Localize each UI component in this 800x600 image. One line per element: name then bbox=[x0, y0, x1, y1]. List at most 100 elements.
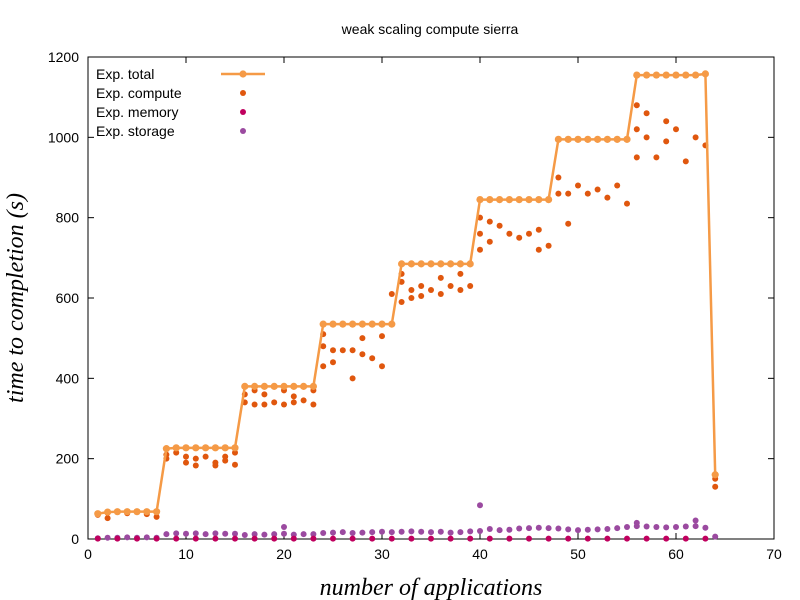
data-point bbox=[467, 528, 474, 535]
data-point bbox=[388, 535, 395, 542]
total-point bbox=[574, 135, 582, 143]
data-point bbox=[643, 523, 650, 530]
total-point bbox=[545, 195, 553, 204]
data-point bbox=[281, 401, 287, 408]
total-point bbox=[525, 195, 533, 204]
total-point bbox=[456, 260, 464, 268]
data-point bbox=[369, 355, 376, 362]
data-point bbox=[330, 347, 336, 354]
data-point bbox=[506, 526, 513, 533]
total-point bbox=[711, 471, 719, 479]
data-point bbox=[575, 182, 581, 189]
total-point bbox=[554, 135, 563, 143]
total-point bbox=[270, 382, 278, 390]
data-point bbox=[104, 534, 111, 541]
data-point bbox=[535, 524, 542, 531]
data-point bbox=[663, 524, 670, 531]
total-point bbox=[358, 320, 366, 328]
data-point bbox=[251, 535, 258, 542]
data-point bbox=[526, 535, 532, 542]
data-point bbox=[261, 401, 268, 408]
data-point bbox=[702, 524, 709, 531]
total-point bbox=[339, 320, 347, 328]
x-tick-label: 0 bbox=[84, 546, 92, 562]
data-point bbox=[408, 528, 415, 535]
total-point bbox=[192, 444, 200, 452]
data-point bbox=[486, 218, 493, 225]
data-point bbox=[633, 126, 640, 133]
data-point bbox=[143, 534, 150, 541]
data-point bbox=[349, 529, 356, 536]
series-3 bbox=[94, 502, 719, 542]
data-point bbox=[232, 461, 238, 468]
total-point bbox=[535, 195, 543, 204]
data-point bbox=[437, 274, 444, 281]
data-point bbox=[183, 530, 189, 537]
series-2 bbox=[94, 535, 709, 542]
data-point bbox=[271, 399, 278, 406]
data-point bbox=[104, 515, 111, 522]
data-point bbox=[379, 333, 385, 340]
data-point bbox=[398, 299, 405, 306]
axis-ticks: 0 10 20 30 40 50 60 70 0 200 400 600 800 1000 1200 bbox=[48, 49, 782, 562]
total-point bbox=[300, 382, 308, 390]
total-point bbox=[349, 320, 357, 328]
data-point bbox=[398, 528, 405, 535]
data-point bbox=[192, 535, 199, 542]
total-point bbox=[133, 508, 141, 516]
plot-border bbox=[87, 56, 775, 540]
total-point bbox=[594, 135, 602, 143]
x-tick-label: 30 bbox=[374, 546, 390, 562]
data-point bbox=[192, 455, 199, 462]
total-point bbox=[231, 444, 239, 452]
data-point bbox=[232, 535, 238, 542]
data-point bbox=[418, 528, 425, 535]
data-point bbox=[408, 295, 415, 301]
data-point bbox=[359, 351, 366, 358]
data-point bbox=[232, 449, 238, 456]
data-point bbox=[408, 535, 415, 542]
total-point bbox=[162, 445, 170, 453]
data-point bbox=[663, 118, 670, 125]
data-point bbox=[261, 391, 268, 398]
y-tick-label: 200 bbox=[56, 451, 80, 467]
data-point bbox=[516, 234, 523, 241]
data-point bbox=[633, 154, 640, 161]
total-point bbox=[486, 195, 494, 204]
data-point bbox=[202, 453, 209, 460]
total-point bbox=[623, 135, 631, 143]
total-point bbox=[672, 71, 680, 79]
total-point bbox=[692, 71, 700, 79]
data-point bbox=[447, 529, 454, 536]
data-point bbox=[320, 529, 327, 536]
data-point bbox=[457, 529, 464, 536]
data-point bbox=[624, 523, 630, 530]
x-tick-label: 40 bbox=[472, 546, 488, 562]
data-point bbox=[584, 535, 591, 542]
y-tick-label: 1000 bbox=[48, 129, 79, 145]
total-point bbox=[241, 382, 249, 390]
chart-title: weak scaling compute sierra bbox=[341, 21, 519, 37]
data-point bbox=[183, 453, 189, 460]
total-point bbox=[290, 382, 298, 390]
data-point bbox=[457, 270, 464, 277]
total-point bbox=[701, 70, 710, 78]
total-point bbox=[280, 382, 288, 390]
data-point bbox=[94, 535, 101, 542]
data-point bbox=[584, 190, 591, 197]
plot-area bbox=[87, 56, 775, 540]
total-point bbox=[329, 320, 337, 328]
data-point bbox=[624, 200, 630, 207]
data-point bbox=[330, 529, 336, 536]
total-point bbox=[123, 508, 131, 516]
data-point bbox=[506, 535, 513, 542]
data-point bbox=[437, 290, 444, 297]
total-point bbox=[496, 195, 504, 204]
data-point bbox=[192, 462, 199, 469]
data-point bbox=[183, 459, 189, 466]
data-point bbox=[477, 246, 483, 253]
data-point bbox=[408, 286, 415, 293]
data-point bbox=[555, 190, 562, 197]
total-point bbox=[437, 260, 445, 268]
